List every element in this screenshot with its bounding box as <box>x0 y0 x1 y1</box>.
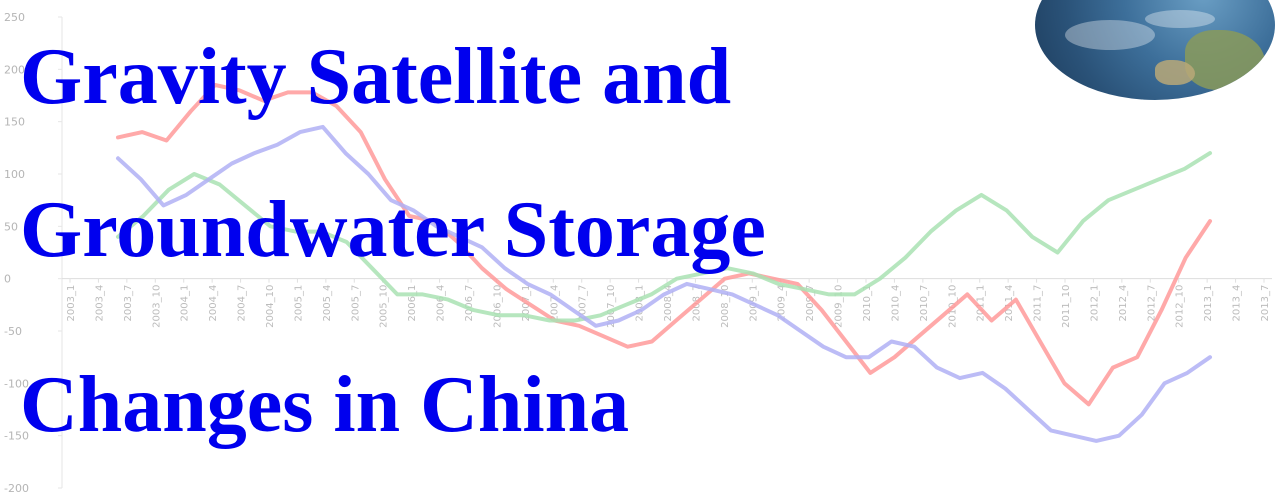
x-tick-label: 2007_4 <box>549 285 560 322</box>
x-tick-label: 2006_10 <box>492 285 503 328</box>
x-tick-label: 2008_10 <box>720 285 731 328</box>
x-tick-label: 2013_4 <box>1232 285 1243 322</box>
x-tick-label: 2011_10 <box>1061 285 1072 328</box>
x-tick-label: 2012_1 <box>1089 285 1100 322</box>
x-tick-label: 2007_7 <box>578 285 589 322</box>
x-tick-label: 2010_7 <box>919 285 930 322</box>
x-tick-label: 2012_7 <box>1146 285 1157 322</box>
x-tick-label: 2008_1 <box>635 285 646 322</box>
series-line-1 <box>116 83 1212 407</box>
y-axis: 250 200 150 100 50 0 -50 -100 -150 -200 <box>4 11 63 495</box>
x-tick-label: 2004_4 <box>208 285 219 322</box>
x-tick-label: 2006_4 <box>436 285 447 322</box>
x-tick-label: 2012_10 <box>1175 285 1186 328</box>
x-tick-label: 2006_7 <box>464 285 475 322</box>
y-tick-label: -200 <box>4 482 29 495</box>
y-tick-label: 0 <box>4 273 11 286</box>
y-tick-label: 50 <box>4 220 18 233</box>
y-tick-label: 100 <box>4 168 25 181</box>
title-line-2: Groundwater Storage <box>20 186 766 274</box>
x-tick-label: 2003_7 <box>123 285 134 322</box>
x-tick-label: 2009_4 <box>777 285 788 322</box>
series-line-2 <box>116 151 1212 323</box>
x-tick-label: 2013_1 <box>1203 285 1214 322</box>
x-tick-label: 2003_4 <box>94 285 105 322</box>
x-tick-label: 2011_7 <box>1033 285 1044 322</box>
y-tick-label: 200 <box>4 63 25 76</box>
x-tick-label: 2007_10 <box>606 285 617 328</box>
x-tick-label: 2009_7 <box>805 285 816 322</box>
y-tick-label: -50 <box>4 325 22 338</box>
x-tick-label: 2012_4 <box>1118 285 1129 322</box>
y-tick-label: -150 <box>4 430 29 443</box>
series-line-3 <box>116 124 1212 443</box>
title-line-3: Changes in China <box>20 361 630 449</box>
title-line-1: Gravity Satellite and <box>20 33 732 121</box>
x-tick-label: 2011_1 <box>976 285 987 322</box>
earth-globe-image <box>1035 0 1275 100</box>
x-tick-label: 2003_10 <box>151 285 162 328</box>
x-tick-label: 2004_1 <box>180 285 191 322</box>
x-tick-label: 2005_7 <box>350 285 361 322</box>
x-tick-label: 2010_1 <box>862 285 873 322</box>
series-group <box>116 83 1212 443</box>
x-tick-label: 2010_4 <box>890 285 901 322</box>
y-tick-label: 150 <box>4 116 25 129</box>
x-tick-label: 2004_10 <box>265 285 276 328</box>
x-tick-label: 2005_1 <box>293 285 304 322</box>
x-tick-label: 2004_7 <box>237 285 248 322</box>
x-tick-label: 2005_4 <box>322 285 333 322</box>
x-tick-label: 2009_10 <box>834 285 845 328</box>
y-tick-label: 250 <box>4 11 25 24</box>
x-tick-label: 2003_1 <box>66 285 77 322</box>
x-tick-label: 2006_1 <box>407 285 418 322</box>
x-tick-label: 2008_4 <box>663 285 674 322</box>
x-tick-label: 2013_7 <box>1260 285 1271 322</box>
x-tick-label: 2005_10 <box>379 285 390 328</box>
y-tick-label: -100 <box>4 377 29 390</box>
